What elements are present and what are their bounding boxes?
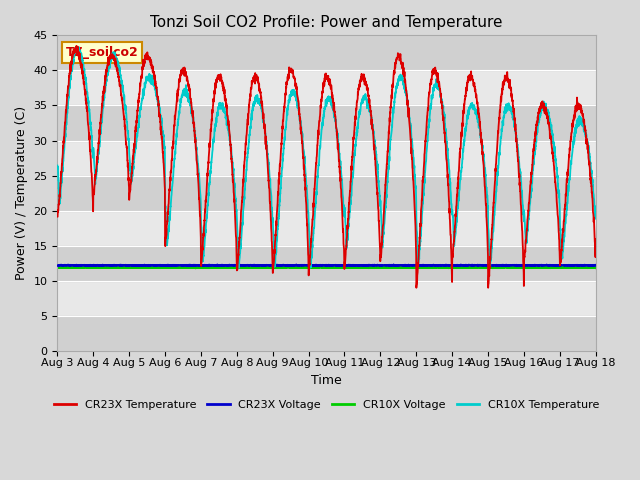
CR10X Voltage	[115, 264, 123, 269]
Legend: CR23X Temperature, CR23X Voltage, CR10X Voltage, CR10X Temperature: CR23X Temperature, CR23X Voltage, CR10X …	[49, 396, 604, 415]
CR10X Voltage	[582, 264, 589, 269]
Line: CR23X Temperature: CR23X Temperature	[58, 46, 596, 288]
CR23X Voltage	[284, 262, 291, 268]
CR10X Temperature	[582, 130, 589, 135]
Bar	[58, 106, 596, 141]
Bar	[58, 176, 596, 211]
CR23X Temperature	[284, 78, 291, 84]
CR23X Voltage	[592, 262, 600, 268]
CR23X Temperature	[582, 127, 589, 132]
CR23X Temperature	[413, 285, 420, 290]
CR23X Temperature	[592, 236, 600, 242]
CR23X Temperature	[147, 58, 155, 63]
Bar	[58, 246, 596, 281]
Line: CR10X Voltage: CR10X Voltage	[58, 266, 596, 267]
CR10X Temperature	[115, 63, 123, 69]
Y-axis label: Power (V) / Temperature (C): Power (V) / Temperature (C)	[15, 106, 28, 280]
CR23X Voltage	[214, 262, 221, 267]
Line: CR10X Temperature: CR10X Temperature	[58, 47, 596, 268]
CR23X Temperature	[115, 77, 123, 83]
CR23X Voltage	[260, 262, 268, 268]
CR23X Temperature	[524, 216, 531, 222]
CR10X Temperature	[524, 228, 531, 234]
CR10X Voltage	[284, 264, 291, 270]
CR10X Temperature	[260, 121, 268, 127]
CR10X Voltage	[260, 264, 268, 270]
Line: CR23X Voltage: CR23X Voltage	[58, 264, 596, 266]
CR10X Voltage	[524, 264, 531, 269]
X-axis label: Time: Time	[311, 374, 342, 387]
CR10X Voltage	[192, 264, 200, 270]
CR23X Voltage	[524, 262, 531, 268]
CR10X Temperature	[75, 44, 83, 50]
CR10X Temperature	[284, 105, 291, 111]
CR23X Temperature	[54, 214, 61, 219]
CR23X Voltage	[147, 263, 155, 268]
CR23X Voltage	[54, 263, 61, 268]
Bar	[58, 36, 596, 71]
CR10X Temperature	[54, 163, 61, 168]
CR10X Temperature	[235, 265, 243, 271]
Title: Tonzi Soil CO2 Profile: Power and Temperature: Tonzi Soil CO2 Profile: Power and Temper…	[150, 15, 503, 30]
CR23X Temperature	[72, 43, 80, 49]
CR23X Voltage	[115, 263, 123, 268]
CR10X Voltage	[473, 263, 481, 269]
CR10X Voltage	[147, 264, 155, 269]
CR23X Voltage	[449, 263, 456, 269]
CR23X Temperature	[260, 124, 268, 130]
CR10X Voltage	[54, 264, 61, 269]
Text: TZ_soilco2: TZ_soilco2	[65, 46, 138, 59]
CR10X Voltage	[592, 264, 600, 270]
CR10X Temperature	[147, 81, 155, 87]
CR10X Temperature	[592, 206, 600, 212]
CR23X Voltage	[582, 263, 589, 268]
Bar	[58, 316, 596, 351]
